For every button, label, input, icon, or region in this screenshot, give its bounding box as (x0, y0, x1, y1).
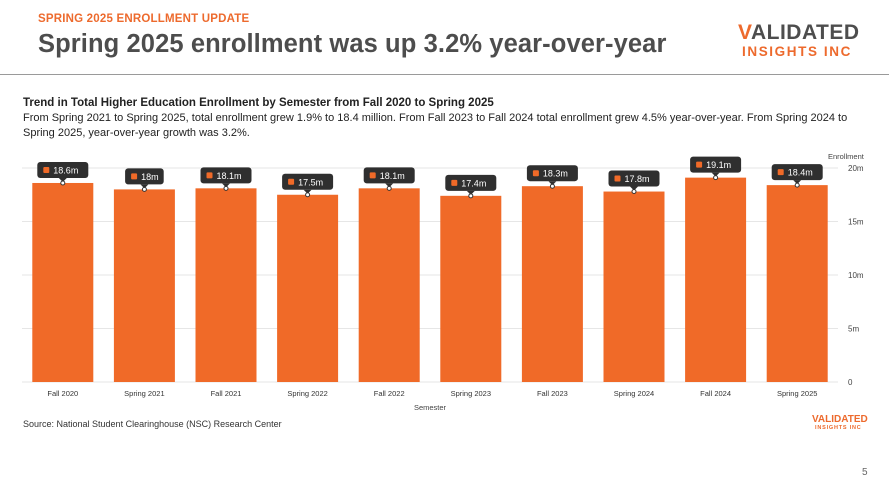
data-label-pointer (466, 190, 475, 195)
y-tick-label: 15m (848, 218, 864, 227)
data-label-pointer (222, 183, 230, 188)
data-point-marker (713, 175, 719, 181)
x-tick-label: Spring 2023 (451, 389, 491, 398)
data-label-box (125, 168, 164, 185)
data-label: 18.3m (543, 169, 568, 179)
data-label-pointer (711, 172, 720, 177)
x-tick-label: Fall 2023 (537, 389, 568, 398)
data-label: 18.1m (217, 171, 242, 181)
x-tick-label: Spring 2021 (124, 389, 164, 398)
data-label-pointer (630, 186, 638, 191)
y-tick-label: 20m (848, 164, 864, 173)
bar (685, 177, 747, 382)
data-label-swatch (288, 178, 295, 185)
data-label-box (608, 170, 660, 187)
data-label: 18.1m (380, 171, 405, 181)
bar (603, 191, 665, 382)
data-label-swatch (206, 172, 213, 179)
data-point-marker (141, 186, 147, 192)
footer-logo-word-validated: VALIDATED (812, 414, 868, 425)
x-tick-label: Spring 2022 (287, 389, 327, 398)
data-point-marker (794, 182, 800, 188)
data-label-swatch (369, 172, 376, 179)
data-label-swatch (614, 175, 621, 182)
x-tick-label: Fall 2020 (47, 389, 78, 398)
bar (277, 194, 339, 382)
slide-headline: Spring 2025 enrollment was up 3.2% year-… (38, 30, 667, 58)
y-tick-label: 5m (848, 325, 859, 334)
data-point-marker (305, 192, 311, 198)
y-tick-label: 0 (848, 378, 853, 387)
data-label-swatch (43, 166, 50, 173)
data-label-pointer (548, 181, 557, 186)
data-label-swatch (777, 169, 784, 176)
data-label-box (445, 174, 497, 191)
data-label-swatch (696, 161, 703, 168)
company-logo: VALIDATED INSIGHTS INC (738, 22, 868, 62)
data-label-swatch (451, 179, 458, 186)
data-point-marker (549, 183, 555, 189)
data-label-pointer (303, 189, 312, 194)
data-label-pointer (140, 184, 149, 189)
data-label-box (37, 161, 89, 178)
bar (358, 188, 420, 382)
bar (113, 189, 175, 382)
header-divider (0, 74, 889, 75)
chart-subtitle: From Spring 2021 to Spring 2025, total e… (23, 112, 848, 139)
x-tick-label: Fall 2021 (211, 389, 242, 398)
data-label: 17.8m (625, 174, 650, 184)
bar (195, 188, 257, 382)
data-point-marker (223, 185, 229, 191)
logo-word-validated: VALIDATED (738, 21, 860, 44)
data-point-marker (386, 185, 392, 191)
data-label: 19.1m (706, 160, 731, 170)
x-tick-label: Fall 2022 (374, 389, 405, 398)
chart-title: Trend in Total Higher Education Enrollme… (23, 97, 494, 109)
bar (766, 185, 828, 382)
data-label-box (282, 173, 334, 190)
data-label: 18m (141, 172, 159, 182)
footer-logo-word-insights: INSIGHTS INC (815, 425, 862, 431)
data-label-pointer (58, 177, 67, 182)
footer-logo: VALIDATED INSIGHTS INC (812, 414, 872, 434)
bar (440, 195, 502, 382)
data-point-marker (468, 193, 474, 199)
data-label-pointer (385, 183, 394, 188)
x-axis-label: Semester (414, 403, 447, 412)
x-tick-label: Fall 2024 (700, 389, 731, 398)
data-label: 18.6m (53, 165, 78, 175)
data-label-box (526, 165, 578, 182)
data-point-marker (631, 189, 637, 195)
logo-word-insights: INSIGHTS INC (742, 44, 852, 59)
enrollment-bar-chart: 0 5m 10m 15m 20m Enrollment Fall 2020 18.6m Spri… (22, 152, 865, 412)
data-label-swatch (532, 170, 539, 177)
data-label: 17.5m (298, 177, 323, 187)
bar (521, 186, 583, 382)
y-tick-label: 10m (848, 271, 864, 280)
bar (32, 182, 94, 382)
data-label-box (200, 167, 252, 184)
data-label-pointer (793, 180, 802, 185)
data-point-marker (60, 180, 66, 186)
slide-eyebrow: SPRING 2025 ENROLLMENT UPDATE (38, 13, 250, 25)
data-label: 17.4m (461, 178, 486, 188)
data-label: 18.4m (788, 168, 813, 178)
y-axis-label: Enrollment (828, 152, 865, 161)
data-label-box (771, 164, 823, 181)
x-tick-label: Spring 2024 (614, 389, 654, 398)
source-note: Source: National Student Clearinghouse (… (23, 419, 282, 429)
page-number: 5 (862, 467, 868, 478)
data-label-swatch (131, 173, 138, 180)
data-label-box (363, 167, 415, 184)
data-label-box (690, 156, 742, 173)
x-tick-label: Spring 2025 (777, 389, 817, 398)
